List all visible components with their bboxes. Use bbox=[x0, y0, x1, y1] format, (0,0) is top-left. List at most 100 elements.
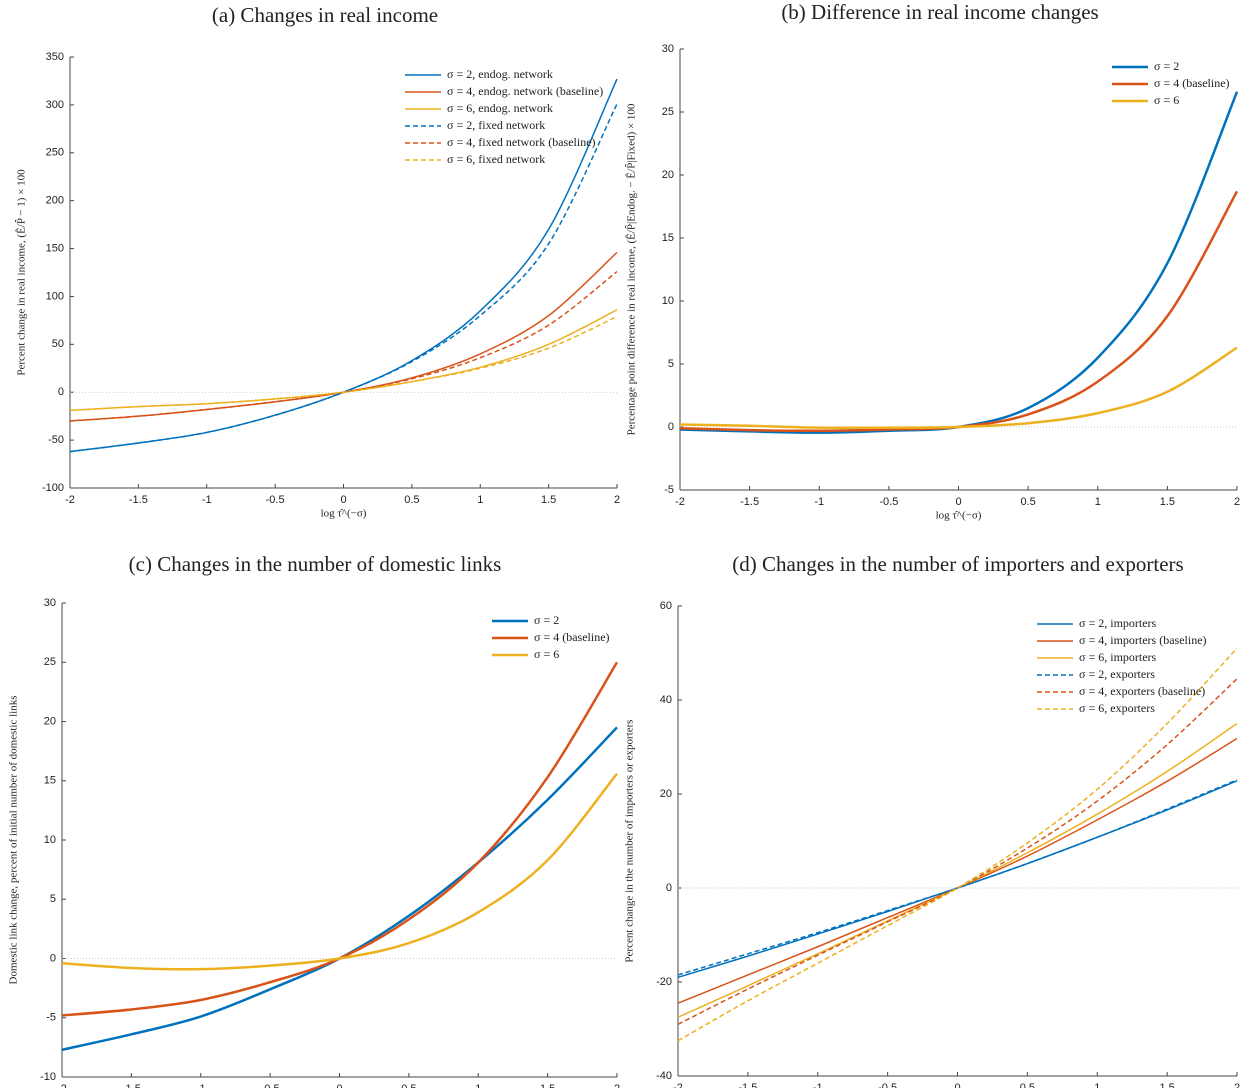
x-tick-label: 1 bbox=[477, 494, 483, 506]
x-tick-label: 2 bbox=[614, 1083, 620, 1088]
x-tick-label: -2 bbox=[65, 494, 75, 506]
x-tick-label: 0.5 bbox=[1020, 496, 1035, 508]
x-axis-label: log τ̂^(−σ) bbox=[321, 508, 367, 520]
legend-label: σ = 6, fixed network bbox=[447, 152, 545, 166]
y-tick-label: -10 bbox=[40, 1071, 56, 1083]
x-tick-label: -2 bbox=[673, 1082, 683, 1088]
y-axis-label: Percentage point difference in real inco… bbox=[624, 103, 637, 435]
x-tick-label: -1.5 bbox=[740, 496, 759, 508]
y-tick-label: 0 bbox=[666, 882, 672, 894]
x-tick-label: 1.5 bbox=[1159, 1082, 1174, 1088]
legend-label: σ = 2 bbox=[534, 613, 559, 627]
legend-label: σ = 2, exporters bbox=[1079, 667, 1155, 681]
x-tick-label: 2 bbox=[1234, 1082, 1240, 1088]
legend-label: σ = 6, importers bbox=[1079, 650, 1157, 664]
y-axis-label: Domestic link change, percent of initial… bbox=[8, 696, 20, 985]
y-tick-label: 20 bbox=[44, 715, 56, 727]
x-tick-label: -1 bbox=[814, 496, 824, 508]
legend-label: σ = 2 bbox=[1154, 59, 1179, 73]
legend-label: σ = 6, endog. network bbox=[447, 101, 553, 115]
y-tick-label: 30 bbox=[662, 43, 674, 55]
data-line bbox=[69, 270, 618, 422]
y-axis-label: Percent change in the number of importer… bbox=[624, 719, 636, 962]
y-tick-label: -20 bbox=[656, 976, 672, 988]
y-tick-label: 300 bbox=[46, 99, 64, 111]
data-line bbox=[69, 251, 618, 422]
x-tick-label: -1 bbox=[196, 1083, 206, 1088]
y-tick-label: 0 bbox=[668, 421, 674, 433]
legend-label: σ = 4, importers (baseline) bbox=[1079, 633, 1207, 647]
y-tick-label: 350 bbox=[46, 51, 64, 63]
data-line bbox=[679, 91, 1239, 434]
y-tick-label: 150 bbox=[46, 242, 64, 254]
data-line bbox=[61, 726, 618, 1051]
legend-label: σ = 6, exporters bbox=[1079, 701, 1155, 715]
y-tick-label: 200 bbox=[46, 195, 64, 207]
y-tick-label: 15 bbox=[44, 775, 56, 787]
y-tick-label: 60 bbox=[660, 600, 672, 612]
y-tick-label: -100 bbox=[42, 482, 64, 494]
x-tick-label: 1.5 bbox=[1160, 496, 1175, 508]
data-line bbox=[677, 722, 1238, 1018]
data-line bbox=[61, 772, 618, 971]
y-axis-label: Percent change in real income, (Ê/P̂ − 1… bbox=[14, 169, 27, 376]
x-tick-label: 1 bbox=[1095, 496, 1101, 508]
y-tick-label: 0 bbox=[58, 386, 64, 398]
x-tick-label: 0.5 bbox=[404, 494, 419, 506]
data-line bbox=[69, 103, 618, 453]
x-tick-label: -1 bbox=[813, 1082, 823, 1088]
data-line bbox=[677, 647, 1238, 1042]
data-line bbox=[677, 678, 1238, 1025]
data-line bbox=[677, 737, 1238, 1004]
legend-label: σ = 4, fixed network (baseline) bbox=[447, 135, 596, 149]
x-tick-label: -0.5 bbox=[261, 1083, 280, 1088]
y-tick-label: 30 bbox=[44, 597, 56, 609]
chart-title: (c) Changes in the number of domestic li… bbox=[129, 552, 502, 576]
y-tick-label: 10 bbox=[662, 295, 674, 307]
x-tick-label: -1.5 bbox=[122, 1083, 141, 1088]
x-tick-label: -2 bbox=[675, 496, 685, 508]
y-tick-label: 15 bbox=[662, 232, 674, 244]
data-line bbox=[679, 346, 1238, 430]
data-line bbox=[677, 779, 1238, 976]
x-tick-label: -1 bbox=[202, 494, 212, 506]
y-tick-label: 5 bbox=[50, 893, 56, 905]
y-tick-label: 0 bbox=[50, 952, 56, 964]
x-tick-label: -1.5 bbox=[738, 1082, 757, 1088]
y-tick-label: 25 bbox=[662, 106, 674, 118]
x-tick-label: 0.5 bbox=[1020, 1082, 1035, 1088]
y-tick-label: -5 bbox=[46, 1012, 56, 1024]
x-tick-label: 2 bbox=[614, 494, 620, 506]
x-tick-label: 1.5 bbox=[541, 494, 556, 506]
x-tick-label: 0.5 bbox=[401, 1083, 416, 1088]
x-tick-label: 0 bbox=[336, 1083, 342, 1088]
x-tick-label: 0 bbox=[340, 494, 346, 506]
legend-label: σ = 2, endog. network bbox=[447, 67, 553, 81]
y-tick-label: 20 bbox=[660, 788, 672, 800]
legend-label: σ = 6 bbox=[1154, 93, 1179, 107]
x-tick-label: 1 bbox=[475, 1083, 481, 1088]
x-tick-label: -0.5 bbox=[878, 1082, 897, 1088]
x-axis-label: log τ̂^(−σ) bbox=[936, 510, 982, 522]
x-tick-label: 0 bbox=[955, 496, 961, 508]
legend-label: σ = 4, endog. network (baseline) bbox=[447, 84, 603, 98]
data-line bbox=[679, 190, 1239, 433]
legend-label: σ = 4 (baseline) bbox=[1154, 76, 1230, 90]
y-tick-label: 10 bbox=[44, 834, 56, 846]
chart-title: (b) Difference in real income changes bbox=[781, 0, 1098, 24]
x-tick-label: -0.5 bbox=[266, 494, 285, 506]
y-tick-label: -50 bbox=[48, 434, 64, 446]
y-tick-label: 40 bbox=[660, 694, 672, 706]
y-tick-label: 100 bbox=[46, 290, 64, 302]
legend-label: σ = 6 bbox=[534, 647, 559, 661]
x-tick-label: 1 bbox=[1094, 1082, 1100, 1088]
chart-title: (d) Changes in the number of importers a… bbox=[732, 552, 1183, 576]
y-tick-label: -40 bbox=[656, 1070, 672, 1082]
data-line bbox=[69, 315, 618, 412]
x-tick-label: 2 bbox=[1234, 496, 1240, 508]
x-tick-label: 1.5 bbox=[540, 1083, 555, 1088]
legend-label: σ = 4, exporters (baseline) bbox=[1079, 684, 1205, 698]
y-tick-label: 5 bbox=[668, 358, 674, 370]
